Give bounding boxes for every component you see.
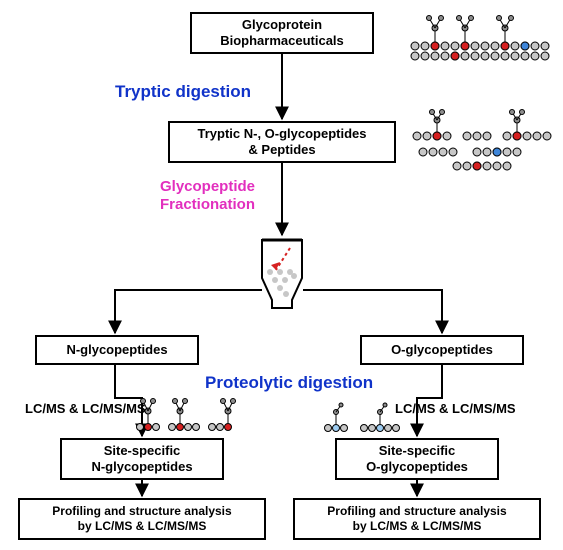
label-tryptic-digestion: Tryptic digestion: [115, 82, 251, 102]
glycan-n-icon: [130, 393, 240, 433]
label-glycopeptide: Glycopeptide: [160, 178, 255, 195]
box-site-n: Site-specificN-glycopeptides: [60, 438, 224, 480]
glycan-mid-icon: [405, 108, 555, 173]
label-lcms-right: LC/MS & LC/MS/MS: [395, 401, 516, 416]
box-o-glycopeptides: O-glycopeptides: [360, 335, 524, 365]
glycan-top-icon: [405, 10, 555, 68]
box-tryptic-peptides: Tryptic N-, O-glycopeptides& Peptides: [168, 121, 396, 163]
label-fractionation: Fractionation: [160, 196, 255, 213]
box-profiling-right: Profiling and structure analysisby LC/MS…: [293, 498, 541, 540]
box-glycoprotein: GlycoproteinBiopharmaceuticals: [190, 12, 374, 54]
label-lcms-left: LC/MS & LC/MS/MS: [25, 401, 146, 416]
box-site-o: Site-specificO-glycopeptides: [335, 438, 499, 480]
spin-column-icon: [256, 238, 308, 310]
box-profiling-left: Profiling and structure analysisby LC/MS…: [18, 498, 266, 540]
box-n-glycopeptides: N-glycopeptides: [35, 335, 199, 365]
label-proteolytic-digestion: Proteolytic digestion: [205, 373, 373, 393]
